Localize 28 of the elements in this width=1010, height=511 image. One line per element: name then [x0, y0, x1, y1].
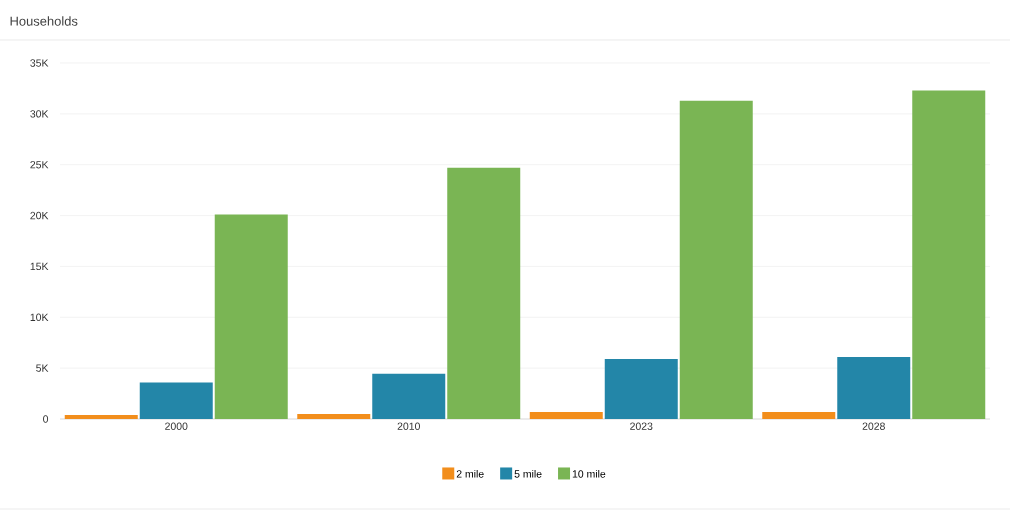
bar	[139, 382, 213, 419]
y-tick-label: 30K	[30, 110, 49, 118]
x-tick-label: 2028	[862, 422, 885, 430]
y-tick-label: 25K	[30, 161, 49, 169]
y-tick-label: 0	[43, 415, 49, 423]
y-tick-label: 20K	[30, 211, 49, 220]
bar	[837, 356, 911, 419]
y-tick-label: 5K	[36, 364, 49, 372]
chart-title: Households	[10, 16, 78, 26]
legend-label: 5 mile	[514, 469, 542, 478]
bar	[762, 411, 836, 419]
bar	[372, 373, 446, 419]
x-tick-label: 2010	[397, 422, 420, 430]
y-tick-label: 35K	[30, 59, 49, 67]
bar	[912, 90, 986, 419]
bar	[529, 411, 603, 419]
bar	[64, 414, 138, 419]
bar	[604, 358, 678, 419]
x-tick-label: 2023	[630, 422, 653, 430]
bar	[679, 100, 753, 419]
y-tick-label: 10K	[30, 313, 49, 321]
bar	[214, 214, 288, 419]
legend-label: 2 mile	[456, 469, 484, 478]
x-tick-label: 2000	[165, 422, 188, 430]
y-tick-label: 15K	[30, 262, 49, 271]
bar	[297, 413, 371, 419]
legend-label: 10 mile	[572, 469, 606, 478]
bar	[447, 167, 521, 419]
